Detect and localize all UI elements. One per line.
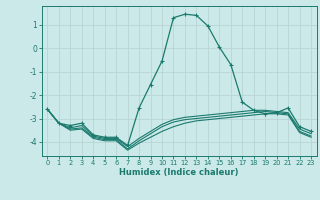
X-axis label: Humidex (Indice chaleur): Humidex (Indice chaleur): [119, 168, 239, 177]
